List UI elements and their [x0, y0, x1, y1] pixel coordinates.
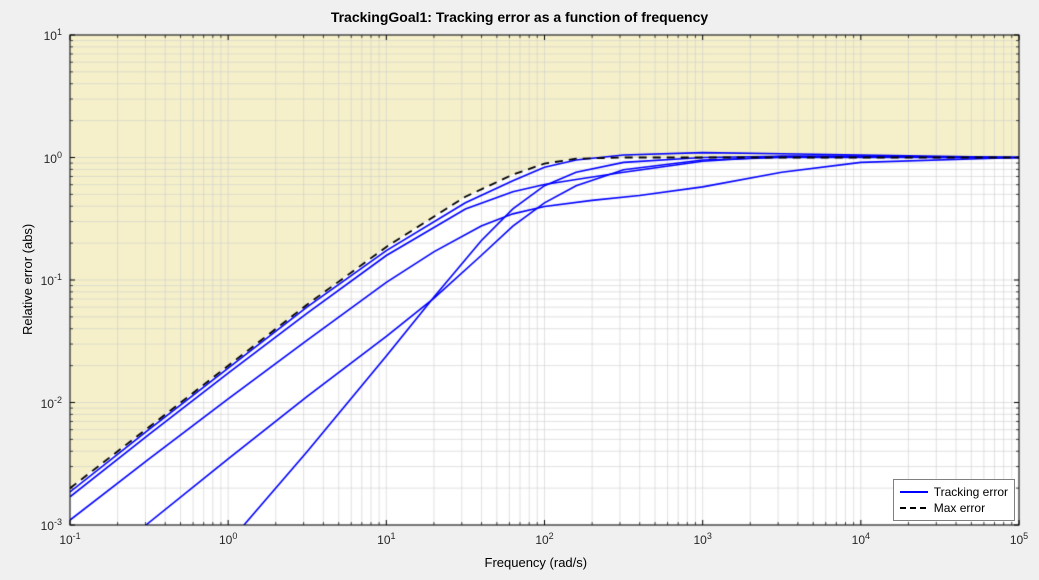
legend-item: Max error [900, 500, 1008, 516]
legend-item: Tracking error [900, 484, 1008, 500]
tick-label: 105 [1010, 531, 1028, 547]
legend-swatch [900, 502, 928, 514]
legend: Tracking error Max error [893, 479, 1015, 521]
tick-label: 104 [852, 531, 870, 547]
plot-title: TrackingGoal1: Tracking error as a funct… [0, 9, 1039, 25]
tick-label: 100 [219, 531, 237, 547]
tick-label: 10-1 [41, 272, 62, 288]
legend-swatch [900, 486, 928, 498]
y-axis-label: Relative error (abs) [20, 224, 35, 335]
tick-label: 100 [44, 150, 62, 166]
tick-label: 10-3 [41, 517, 62, 533]
plot-canvas [0, 0, 1039, 580]
tick-label: 101 [377, 531, 395, 547]
tick-label: 10-1 [59, 531, 80, 547]
tick-label: 101 [44, 27, 62, 43]
tick-label: 102 [535, 531, 553, 547]
legend-label: Max error [934, 501, 985, 515]
tick-label: 103 [693, 531, 711, 547]
legend-label: Tracking error [934, 485, 1008, 499]
figure-container: TrackingGoal1: Tracking error as a funct… [0, 0, 1039, 580]
x-axis-label: Frequency (rad/s) [485, 555, 588, 570]
tick-label: 10-2 [41, 395, 62, 411]
